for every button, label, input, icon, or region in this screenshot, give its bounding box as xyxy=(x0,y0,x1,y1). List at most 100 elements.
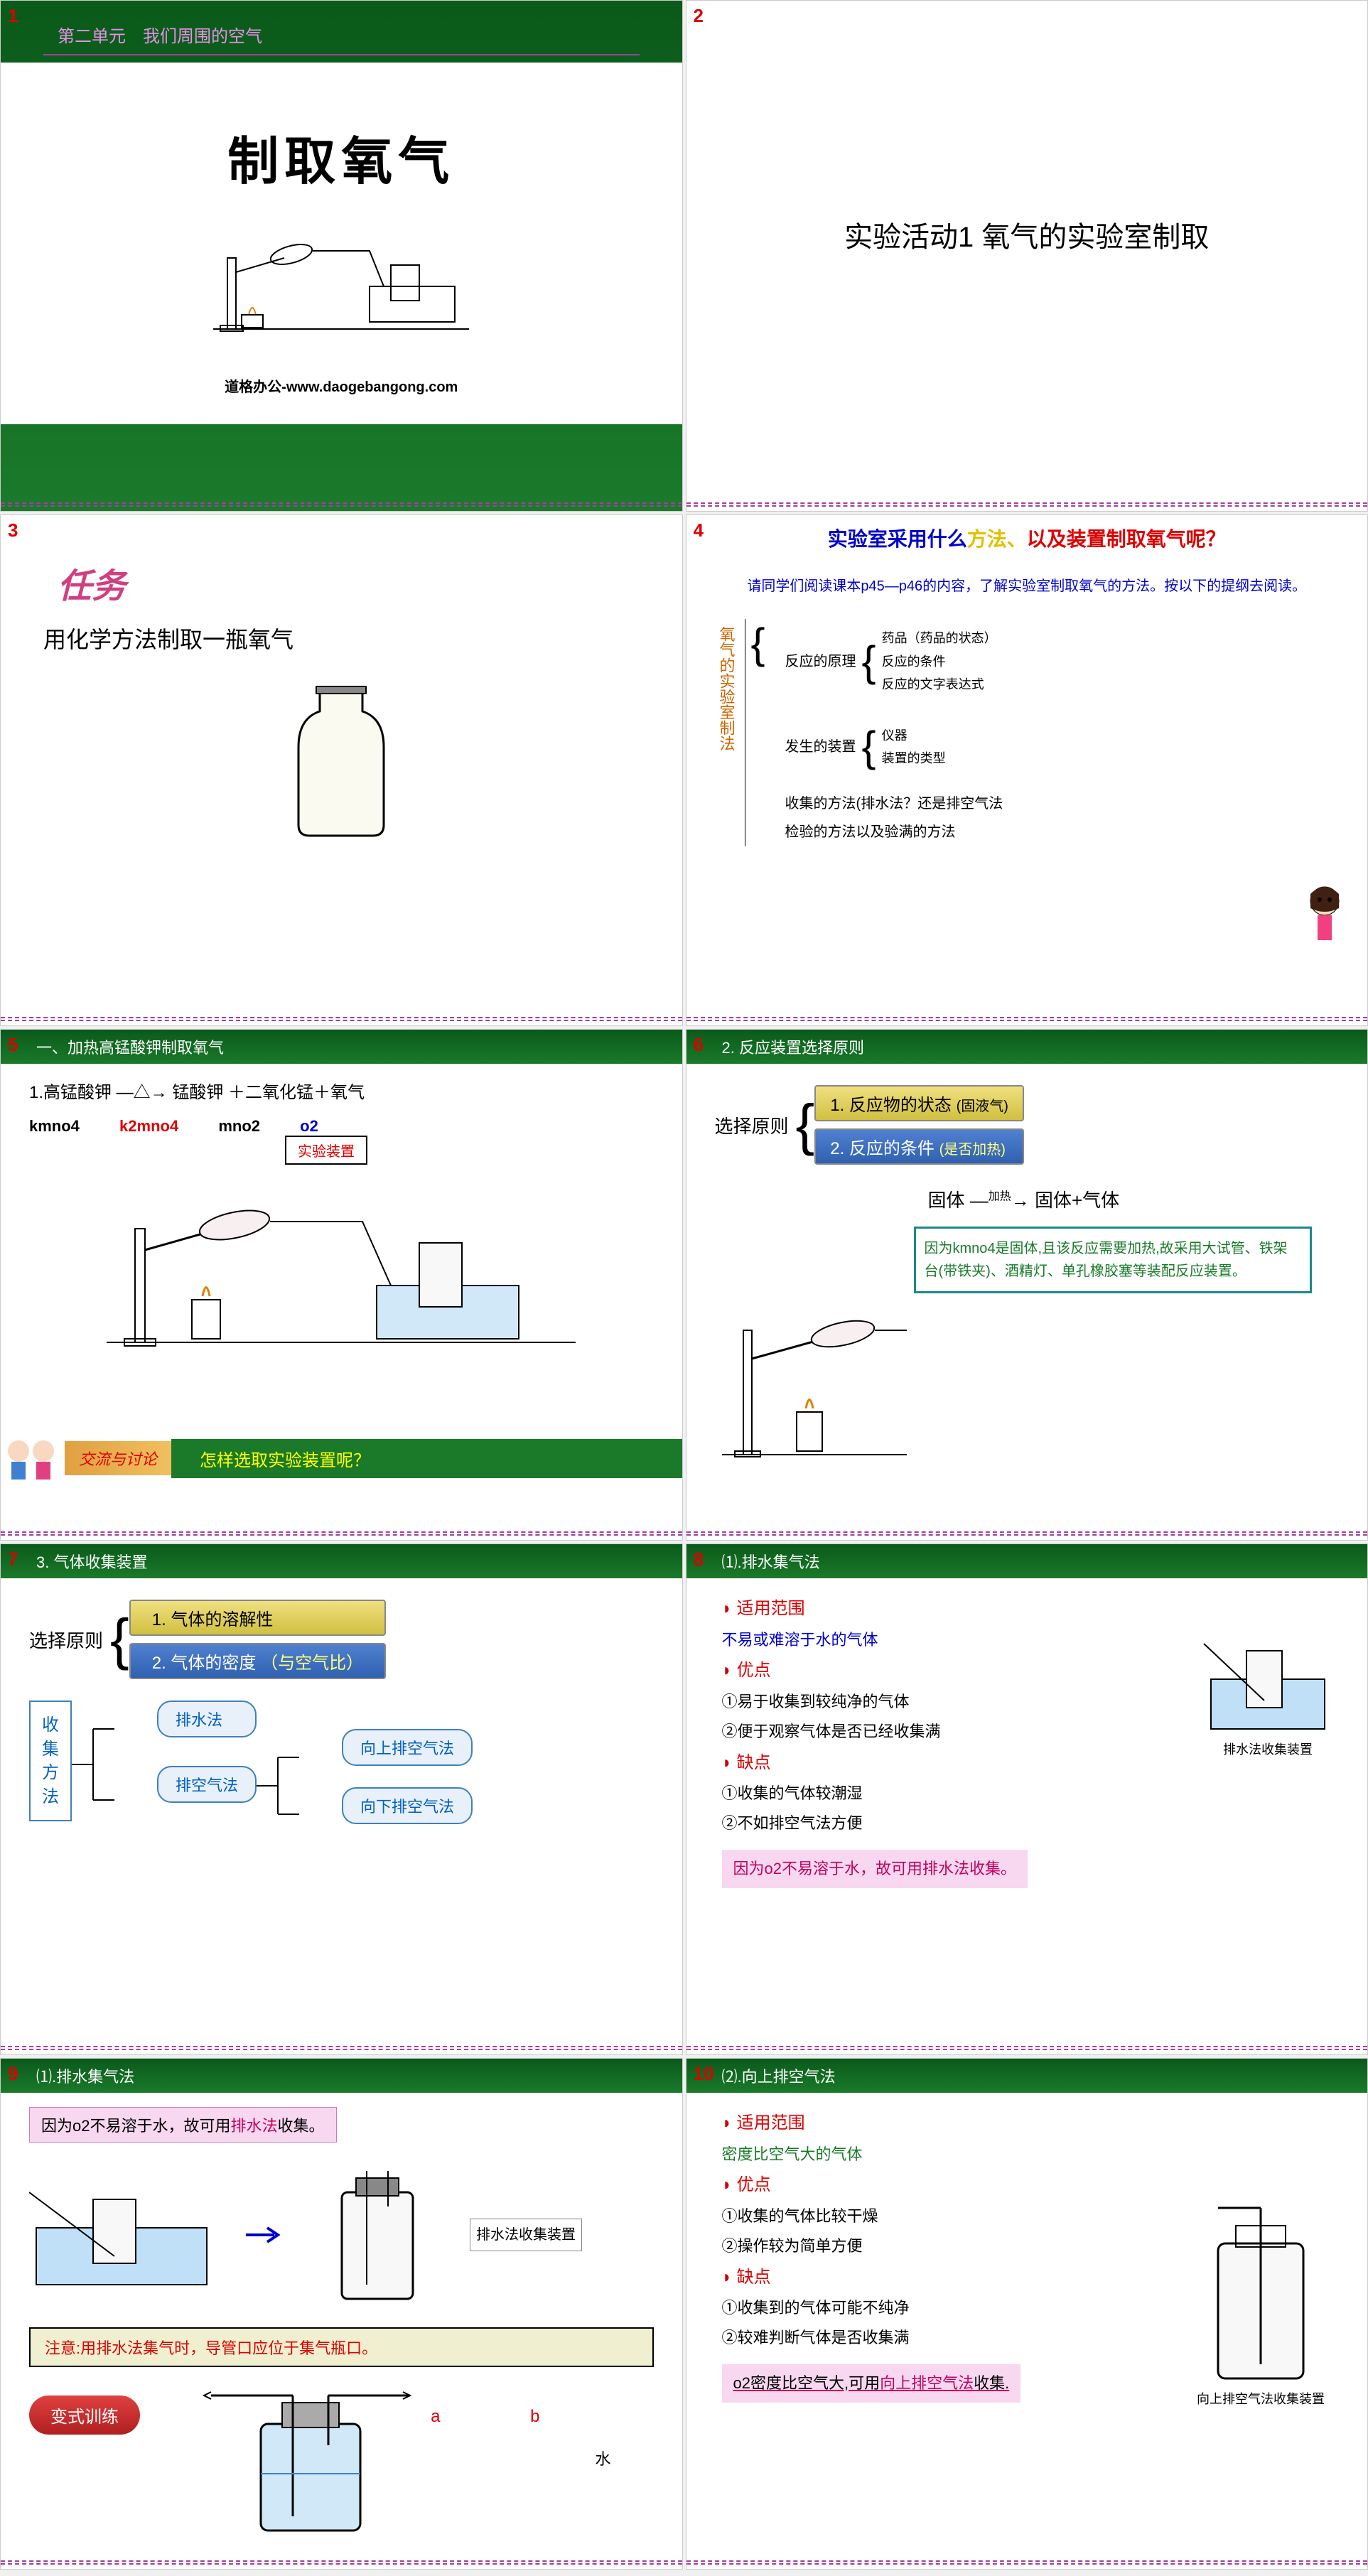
slide-number: 4 xyxy=(694,519,704,541)
conclusion-box: o2密度比空气大,可用向上排空气法收集. xyxy=(722,2364,1021,2403)
option-1: 1. 反应物的状态 (固液气) xyxy=(814,1085,1024,1121)
disadvantage-item: ②不如排空气法方便 xyxy=(722,1809,1332,1838)
tree-node-air: 排空气法 xyxy=(157,1766,257,1803)
formula-mno2: mno2 xyxy=(218,1117,260,1136)
label-b: b xyxy=(530,2407,539,2426)
apparatus-diagram xyxy=(1,215,682,347)
apparatus-label: 实验装置 xyxy=(285,1136,367,1165)
footer-credit: 道格办公-www.daogebangong.com xyxy=(1,375,682,396)
section-range: 适用范围 xyxy=(722,1593,1332,1625)
discussion-bar: 交流与讨论 怎样选取实验装置呢？ xyxy=(1,1433,682,1483)
slide-3: 3 任务 用化学方法制取一瓶氧气 xyxy=(0,514,683,1026)
task-description: 用化学方法制取一瓶氧气 xyxy=(1,608,682,654)
slide-number: 8 xyxy=(694,1548,704,1570)
option-2: 2. 气体的密度 （与空气比） xyxy=(129,1643,386,1679)
instruction-text: 请同学们阅读课本p45—p46的内容，了解实验室制取氧气的方法。按以下的提纲去阅… xyxy=(686,561,1368,612)
vertical-label: 氧气的实验室制法 xyxy=(708,619,745,846)
section-header: ⑵.向上排空气法 xyxy=(686,2059,1368,2093)
activity-title: 实验活动1 氧气的实验室制取 xyxy=(686,214,1368,255)
label-a: a xyxy=(431,2407,440,2426)
apparatus-label: 排水法收集装置 xyxy=(470,2219,582,2251)
disadvantage-item: ①收集的气体较潮湿 xyxy=(722,1779,1332,1809)
selection-label: 选择原则 xyxy=(29,1627,103,1653)
slide-number: 3 xyxy=(8,519,18,541)
ab-labels: a b xyxy=(431,2407,539,2427)
apparatus-diagram xyxy=(1,1172,682,1360)
unit-label: 第二单元 我们周围的空气 xyxy=(1,1,682,47)
outline-tree: 氧气的实验室制法 { 反应的原理 { 药品（药品的状态） 反应的条件 反应的文字… xyxy=(686,612,1368,853)
section-header: ⑴.排水集气法 xyxy=(1,2059,682,2093)
outline-item: 反应的条件 xyxy=(882,650,997,673)
slide-number: 7 xyxy=(8,1548,18,1570)
apparatus-row: 排水法收集装置 xyxy=(29,2164,654,2306)
tree-node-water: 排水法 xyxy=(157,1701,257,1737)
bottle-diagram xyxy=(313,2164,441,2306)
equation-symbols: kmno4 k2mno4 mno2 o2 xyxy=(1,1117,682,1136)
variant-diagram xyxy=(197,2381,424,2538)
discuss-label: 交流与讨论 xyxy=(65,1441,171,1475)
slide-4: 4 实验室采用什么方法、以及装置制取氧气呢？ 请同学们阅读课本p45—p46的内… xyxy=(686,514,1368,1026)
slide-number: 9 xyxy=(8,2063,18,2085)
slide-1: 1 第二单元 我们周围的空气 制取氧气 道格办公-www.dao xyxy=(0,0,683,512)
slide-5: 5 一、加热高锰酸钾制取氧气 1.高锰酸钾 —△→ 锰酸钾 ＋二氧化锰＋氧气 k… xyxy=(0,1029,683,1541)
conclusion-box: 因为o2不易溶于水，故可用排水法收集。 xyxy=(722,1850,1028,1888)
slide-9: 9 ⑴.排水集气法 因为o2不易溶于水，故可用排水法收集。 排水法收集装置 注意… xyxy=(0,2058,683,2570)
section-advantages: 优点 xyxy=(722,2169,1332,2202)
slide-number: 1 xyxy=(8,5,18,27)
girl-illustration xyxy=(1296,880,1353,954)
kids-icon xyxy=(1,1433,65,1483)
tree-root: 收集方法 xyxy=(29,1701,72,1821)
slide-number: 10 xyxy=(694,2063,714,2085)
task-heading: 任务 xyxy=(1,515,682,608)
option-1: 1. 气体的溶解性 xyxy=(129,1600,386,1636)
outline-item: 药品（药品的状态） xyxy=(882,627,997,650)
water-trough-diagram xyxy=(29,2178,214,2292)
outline-item: 仪器 xyxy=(882,724,946,747)
apparatus-diagram: 排水法收集装置 xyxy=(1197,1629,1339,1758)
apparatus-label: 排水法收集装置 xyxy=(1197,1740,1339,1758)
section-header: 一、加热高锰酸钾制取氧气 xyxy=(1,1030,682,1064)
method-tree: 收集方法 排水法 排空气法 向上排空气法 向下排空气法 xyxy=(29,1701,654,1857)
reaction-equation: 固体 —加热→ 固体+气体 xyxy=(928,1186,1340,1212)
selection-label: 选择原则 xyxy=(715,1112,789,1138)
formula-kmno4: kmno4 xyxy=(29,1117,80,1136)
selection-row: 选择原则 { 1. 反应物的状态 (固液气) 2. 反应的条件 (是否加热) xyxy=(715,1085,1340,1165)
section-header: ⑴.排水集气法 xyxy=(686,1544,1368,1578)
outline-item: 反应的文字表达式 xyxy=(882,673,997,696)
discuss-question: 怎样选取实验装置呢？ xyxy=(171,1439,682,1478)
slide-number: 6 xyxy=(694,1034,704,1056)
outline-row: 发生的装置 xyxy=(785,733,856,761)
section-range: 适用范围 xyxy=(722,2107,1332,2140)
note-box: 注意:用排水法集气时，导管口应位于集气瓶口。 xyxy=(29,2327,654,2367)
slide-6: 6 2. 反应装置选择原则 选择原则 { 1. 反应物的状态 (固液气) 2. … xyxy=(686,1029,1368,1541)
slide-8: 8 ⑴.排水集气法 适用范围 不易或难溶于水的气体 优点 ①易于收集到较纯净的气… xyxy=(686,1543,1368,2055)
question-title: 实验室采用什么方法、以及装置制取氧气呢？ xyxy=(686,515,1368,561)
section-header: 3. 气体收集装置 xyxy=(1,1544,682,1578)
outline-row: 收集的方法(排水法？还是排空气法 xyxy=(785,789,1003,818)
explanation-box: 因为kmno4是固体,且该反应需要加热,故采用大试管、铁架台(带铁夹)、酒精灯、… xyxy=(914,1227,1312,1293)
formula-k2mno4: k2mno4 xyxy=(119,1117,178,1136)
slide-2: 2 实验活动1 氧气的实验室制取 xyxy=(686,0,1368,512)
variant-badge: 变式训练 xyxy=(29,2396,140,2435)
equation-text: 1.高锰酸钾 —△→ 锰酸钾 ＋二氧化锰＋氧气 xyxy=(1,1064,682,1117)
option-2: 2. 反应的条件 (是否加热) xyxy=(814,1128,1024,1165)
slide-7: 7 3. 气体收集装置 选择原则 { 1. 气体的溶解性 2. 气体的密度 （与… xyxy=(0,1543,683,2055)
slide-number: 5 xyxy=(8,1034,18,1056)
range-text: 密度比空气大的气体 xyxy=(722,2140,1332,2170)
main-title: 制取氧气 xyxy=(1,119,682,194)
apparatus-label: 向上排空气法收集装置 xyxy=(1190,2389,1332,2408)
apparatus-diagram: 向上排空气法收集装置 xyxy=(1190,2201,1332,2408)
tree-leaf-down: 向下排空气法 xyxy=(342,1787,473,1824)
outline-item: 装置的类型 xyxy=(882,747,946,770)
tree-leaf-up: 向上排空气法 xyxy=(342,1729,473,1766)
bottle-diagram xyxy=(1,683,682,843)
arrow-icon xyxy=(242,2221,285,2249)
selection-row: 选择原则 { 1. 气体的溶解性 2. 气体的密度 （与空气比） xyxy=(29,1600,654,1679)
formula-o2: o2 xyxy=(300,1117,318,1136)
slide-10: 10 ⑵.向上排空气法 适用范围 密度比空气大的气体 优点 ①收集的气体比较干燥… xyxy=(686,2058,1368,2570)
section-header: 2. 反应装置选择原则 xyxy=(686,1030,1368,1064)
outline-row: 检验的方法以及验满的方法 xyxy=(785,818,1003,846)
apparatus-diagram xyxy=(715,1295,914,1469)
outline-row: 反应的原理 xyxy=(785,647,856,676)
slide-number: 2 xyxy=(694,5,704,27)
